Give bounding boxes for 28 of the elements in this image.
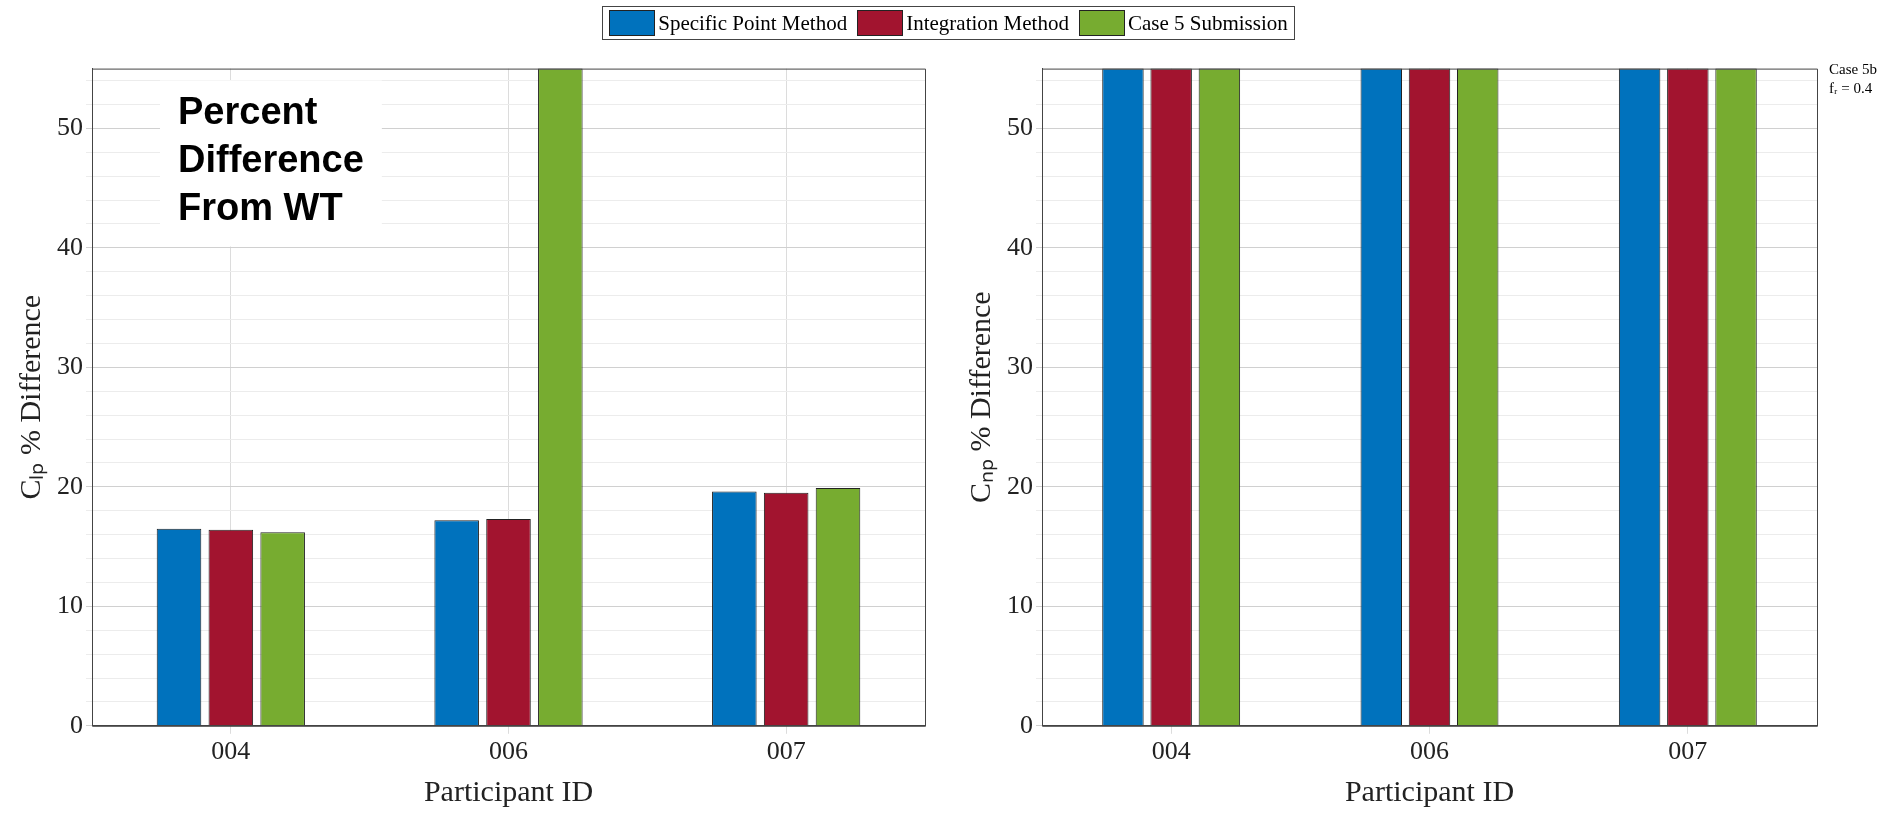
- y-tick-label: 10: [57, 590, 83, 620]
- legend-label: Integration Method: [906, 10, 1069, 36]
- y-axis-title: Cₙₚ % Difference: [962, 291, 998, 504]
- x-axis-title: Participant ID: [1344, 773, 1515, 807]
- x-tick-label: 007: [1668, 736, 1708, 766]
- y-tick-label: 50: [1007, 112, 1033, 142]
- y-tick-label: 40: [1007, 231, 1033, 261]
- y-tick-label: 40: [57, 231, 83, 261]
- x-tick-label: 006: [489, 736, 528, 766]
- legend-label: Specific Point Method: [658, 10, 848, 36]
- x-axis-title: Participant ID: [423, 773, 594, 807]
- y-tick-label: 30: [57, 351, 83, 381]
- y-tick-label: 20: [57, 470, 83, 500]
- y-tick-label: 0: [1020, 709, 1033, 739]
- text: fᵣ = 0.4: [1829, 80, 1873, 97]
- y-tick-label: 30: [1007, 351, 1033, 381]
- annotation: Percent Difference From WT: [178, 90, 364, 229]
- x-tick-label: 004: [1151, 736, 1191, 766]
- y-tick-label: 0: [70, 709, 83, 739]
- x-tick-label: 004: [211, 736, 251, 766]
- y-tick-label: 10: [1007, 590, 1033, 620]
- y-tick-label: 50: [57, 112, 83, 142]
- legend-label: Case 5 Submission: [1127, 10, 1288, 36]
- text: Case 5b: [1829, 61, 1877, 78]
- x-tick-label: 007: [766, 736, 806, 766]
- y-axis-title: Cₗₚ % Difference: [12, 294, 48, 500]
- y-tick-label: 20: [1007, 470, 1033, 500]
- x-tick-label: 006: [1410, 736, 1449, 766]
